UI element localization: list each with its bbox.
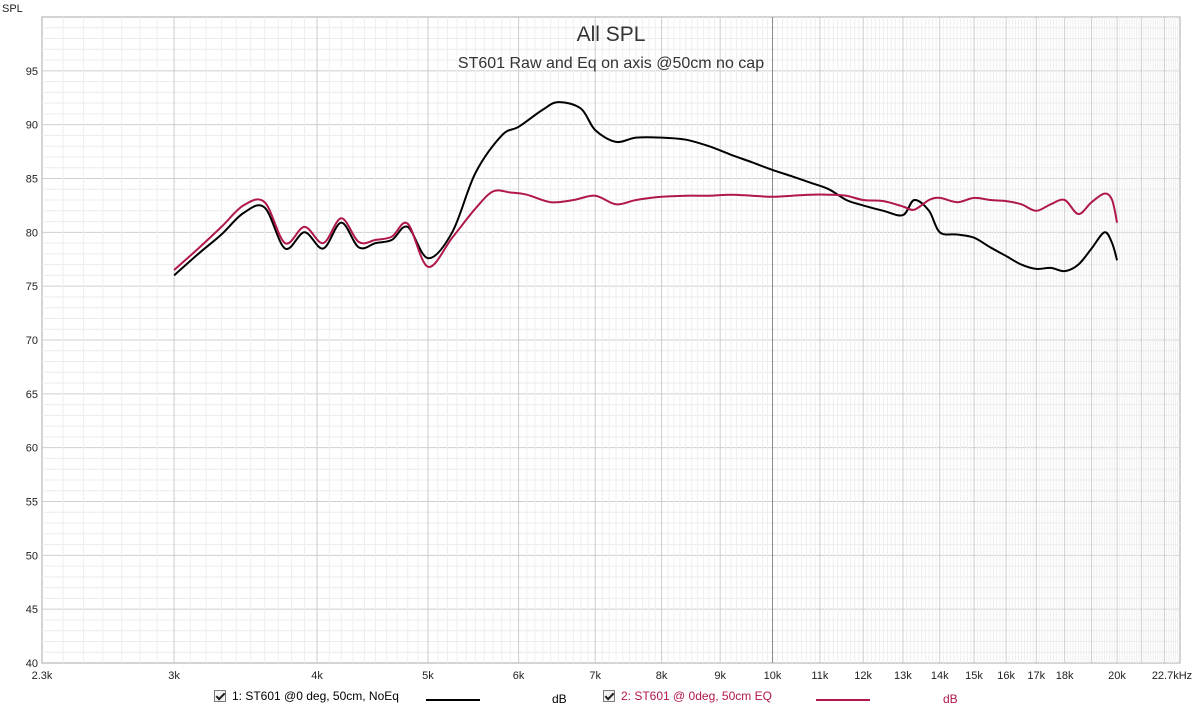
x-tick-label: 4k (311, 670, 323, 682)
legend-label-1: 1: ST601 @0 deg, 50cm, NoEq (232, 689, 399, 703)
series-line-2 (173, 189, 1119, 271)
x-tick-label: 3k (168, 670, 180, 682)
x-tick-label: 15k (965, 670, 983, 682)
x-tick-label: 9k (714, 670, 726, 682)
y-tick-label: 50 (26, 550, 38, 562)
x-tick-label: 14k (931, 670, 949, 682)
x-tick-label: 11k (811, 670, 828, 682)
x-tick-label: 7k (589, 670, 601, 682)
series-layer (173, 101, 1119, 277)
legend-item-2[interactable]: 2: ST601 @ 0deg, 50cm EQ (603, 689, 772, 703)
y-tick-label: 75 (26, 281, 38, 293)
grid (42, 17, 1180, 663)
y-axis-label: SPL (2, 3, 23, 15)
x-tick-label: 8k (656, 670, 668, 682)
spl-chart: 40 45 50 55 60 65 70 75 80 85 90 95 2.3k 3k 4k 5k 6k 7k 8… (2, 3, 1193, 682)
x-tick-label: 5k (422, 670, 434, 682)
legend-label-2: 2: ST601 @ 0deg, 50cm EQ (621, 689, 772, 703)
y-tick-label: 55 (26, 497, 38, 509)
legend: 1: ST601 @0 deg, 50cm, NoEq dB 2: ST601 … (0, 686, 1200, 712)
x-tick-label: 10k (764, 670, 782, 682)
x-axis: 2.3k 3k 4k 5k 6k 7k 8k 9k 10k 11k 12k 13k 14k 15k 16k 1… (32, 670, 1193, 682)
y-axis: 40 45 50 55 60 65 70 75 80 85 90 95 (26, 66, 38, 670)
x-tick-label: 18k (1056, 670, 1074, 682)
y-tick-label: 70 (26, 335, 38, 347)
y-tick-label: 65 (26, 389, 38, 401)
y-tick-label: 95 (26, 66, 38, 78)
legend-checkbox-2[interactable] (603, 690, 615, 702)
chart-title: All SPL (577, 23, 646, 46)
x-tick-label: 6k (513, 670, 525, 682)
y-tick-label: 80 (26, 227, 38, 239)
x-tick-label: 20k (1108, 670, 1126, 682)
y-tick-label: 85 (26, 174, 38, 186)
x-tick-label: 17k (1027, 670, 1045, 682)
legend-checkbox-1[interactable] (214, 690, 226, 702)
x-tick-label: 13k (894, 670, 912, 682)
x-tick-label: 22.7kHz (1152, 670, 1192, 682)
y-tick-label: 90 (26, 120, 38, 132)
series-line-1 (173, 101, 1119, 277)
y-tick-label: 60 (26, 443, 38, 455)
y-tick-label: 45 (26, 604, 38, 616)
x-tick-label: 16k (997, 670, 1015, 682)
x-tick-label: 12k (854, 670, 872, 682)
chart-subtitle: ST601 Raw and Eq on axis @50cm no cap (458, 55, 764, 72)
legend-item-1[interactable]: 1: ST601 @0 deg, 50cm, NoEq (214, 689, 399, 703)
x-tick-label: 2.3k (32, 670, 53, 682)
legend-unit-1: dB (552, 692, 567, 706)
y-tick-label: 40 (26, 658, 38, 670)
legend-swatch-2 (816, 699, 870, 701)
legend-swatch-1 (426, 699, 480, 701)
legend-unit-2: dB (943, 692, 958, 706)
